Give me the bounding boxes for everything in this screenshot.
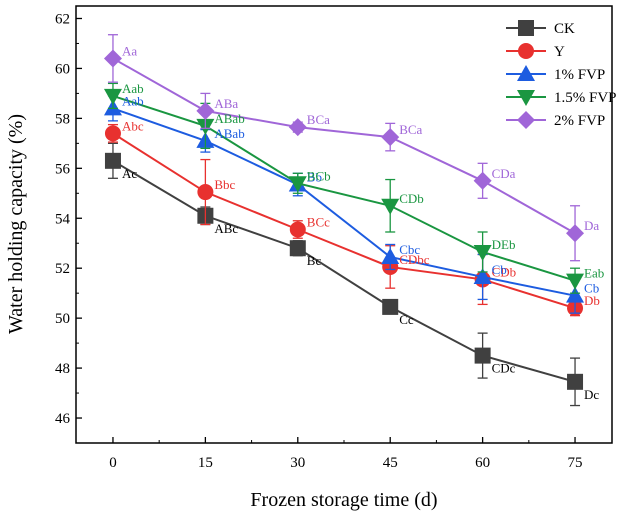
x-tick-label: 30: [290, 455, 305, 471]
y-tick-label: 60: [55, 61, 70, 77]
x-tick-label: 75: [568, 455, 583, 471]
data-label: Cbc: [399, 242, 420, 257]
data-label: CDb: [492, 264, 517, 279]
data-point: [381, 128, 400, 147]
data-point: [566, 273, 585, 290]
data-point: [473, 267, 492, 284]
data-point: [566, 224, 585, 243]
data-label: Abc: [122, 118, 144, 133]
series-1-fvp: [103, 95, 585, 314]
data-point: [288, 118, 307, 137]
legend-label: 1.5% FVP: [554, 90, 617, 106]
data-label: Da: [584, 218, 599, 233]
data-label: Aab: [122, 81, 144, 96]
data-label: BCa: [307, 112, 330, 127]
y-axis-title: Water holding capacity (%): [5, 114, 27, 334]
legend-marker: [518, 43, 534, 59]
data-point: [474, 347, 491, 364]
y-tick-label: 52: [55, 261, 70, 277]
data-point: [104, 152, 121, 169]
x-tick-label: 0: [109, 455, 117, 471]
data-point: [381, 198, 400, 215]
y-axis: 46 48 50 52 54 56 58 60 62: [55, 11, 82, 427]
data-point: [567, 373, 584, 390]
legend-label: Y: [554, 44, 565, 60]
y-tick-label: 54: [55, 211, 71, 227]
series-layer: [103, 34, 585, 407]
x-tick-label: 15: [198, 455, 213, 471]
legend-marker: [518, 20, 534, 36]
data-point: [566, 286, 585, 303]
data-label: ABab: [214, 126, 244, 141]
data-point: [103, 88, 122, 105]
data-label: Bb: [307, 170, 322, 185]
data-label: Eab: [584, 266, 604, 281]
series-line: [112, 107, 576, 297]
data-label: Db: [584, 293, 600, 308]
data-label: ABc: [214, 221, 238, 236]
legend-marker: [517, 65, 535, 81]
y-tick-label: 46: [55, 411, 71, 427]
data-point: [473, 244, 492, 261]
data-label: CDbc: [399, 252, 430, 267]
data-point: [104, 125, 121, 142]
data-point: [289, 221, 306, 238]
data-point: [289, 240, 306, 257]
plot-frame: [75, 5, 613, 444]
y-tick-label: 58: [55, 111, 70, 127]
data-label: ABab: [214, 111, 244, 126]
data-label: Cb: [584, 281, 599, 296]
legend-marker: [517, 90, 535, 106]
series-1-5-fvp: [103, 82, 585, 294]
data-point: [103, 49, 122, 68]
series-line: [112, 132, 576, 310]
legend: CK Y 1% FVP 1.5% FVP 2% FVP: [506, 20, 617, 129]
plot-area: [75, 5, 613, 444]
data-label: BCa: [399, 122, 422, 137]
series-2-fvp: [103, 34, 585, 262]
data-label: Ac: [122, 166, 137, 181]
data-label: CDa: [492, 166, 516, 181]
x-axis-title: Frozen storage time (d): [250, 489, 437, 511]
data-label: BCb: [307, 168, 331, 183]
data-point: [288, 176, 307, 193]
data-label: Aa: [122, 43, 137, 58]
data-label: CDb: [399, 191, 424, 206]
y-tick-label: 48: [55, 361, 70, 377]
y-tick-label: 62: [55, 11, 70, 27]
data-point: [382, 298, 399, 315]
legend-label: 1% FVP: [554, 67, 605, 83]
data-label: DEb: [492, 237, 516, 252]
data-label: Bc: [307, 253, 322, 268]
data-label: BCc: [307, 214, 330, 229]
data-label: Cb: [492, 262, 507, 277]
data-point: [196, 101, 215, 120]
x-tick-label: 60: [475, 455, 490, 471]
series-line: [112, 159, 576, 383]
series-line: [112, 57, 576, 235]
legend-marker: [517, 111, 535, 129]
series-line: [112, 94, 576, 282]
y-tick-label: 50: [55, 311, 70, 327]
data-label: Aab: [122, 93, 144, 108]
data-label: Dc: [584, 387, 599, 402]
data-point: [197, 184, 214, 201]
x-tick-label: 45: [383, 455, 398, 471]
annotation-layer: Ac ABc Bc Cc CDc Dc Abc Bbc BCc CDbc CDb Db Aab ABab B…: [122, 43, 604, 401]
legend-label: CK: [554, 21, 575, 37]
x-axis: 0 15 30 45 60 75: [109, 437, 583, 471]
data-label: CDc: [492, 361, 516, 376]
series-ck: [104, 142, 584, 407]
data-label: ABa: [214, 96, 238, 111]
data-point: [473, 171, 492, 190]
data-label: Cc: [399, 312, 414, 327]
data-point: [381, 247, 400, 264]
legend-label: 2% FVP: [554, 113, 605, 129]
y-tick-label: 56: [55, 161, 71, 177]
data-label: Bbc: [214, 177, 235, 192]
